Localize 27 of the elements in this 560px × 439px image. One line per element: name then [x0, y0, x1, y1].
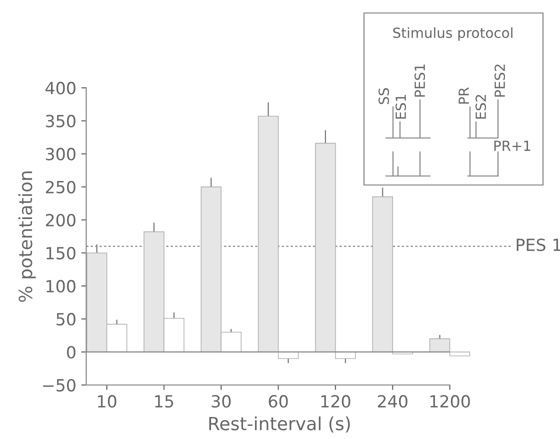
annotation: PES1	[414, 64, 426, 97]
y-tick-label: −50	[43, 378, 76, 392]
y-tick-label: 350	[46, 114, 76, 128]
annotation: ES1	[396, 94, 406, 119]
x-tick-label: 120	[321, 395, 350, 408]
text: PES2	[494, 64, 506, 97]
y-tick-label: 250	[46, 180, 76, 194]
y-axis-title: % potentiation	[18, 172, 36, 302]
text: PR+1	[494, 140, 530, 151]
x-tick-label: 60	[268, 395, 288, 408]
text: ES2	[476, 94, 486, 119]
y-tick-label: 200	[46, 214, 76, 226]
y-tick-label: 0	[67, 346, 76, 359]
y-tick-label: 100	[46, 280, 76, 293]
y-tick-label: 300	[46, 148, 76, 160]
annotation: SS	[378, 88, 390, 104]
text: PR	[458, 87, 469, 104]
x-tick-label: 15	[155, 395, 174, 408]
y-tick-label: 400	[46, 82, 76, 94]
x-tick-label: 10	[98, 395, 116, 408]
x-tick-label: 240	[378, 395, 408, 408]
x-tick-label: 1200	[430, 395, 470, 408]
x-axis-title: Rest-interval (s)	[209, 416, 350, 433]
y-tick-label: 150	[46, 246, 76, 260]
text: Stimulus protocol	[393, 27, 512, 41]
y-tick-label: 50	[56, 312, 76, 326]
x-tick-label: 30	[212, 395, 231, 408]
